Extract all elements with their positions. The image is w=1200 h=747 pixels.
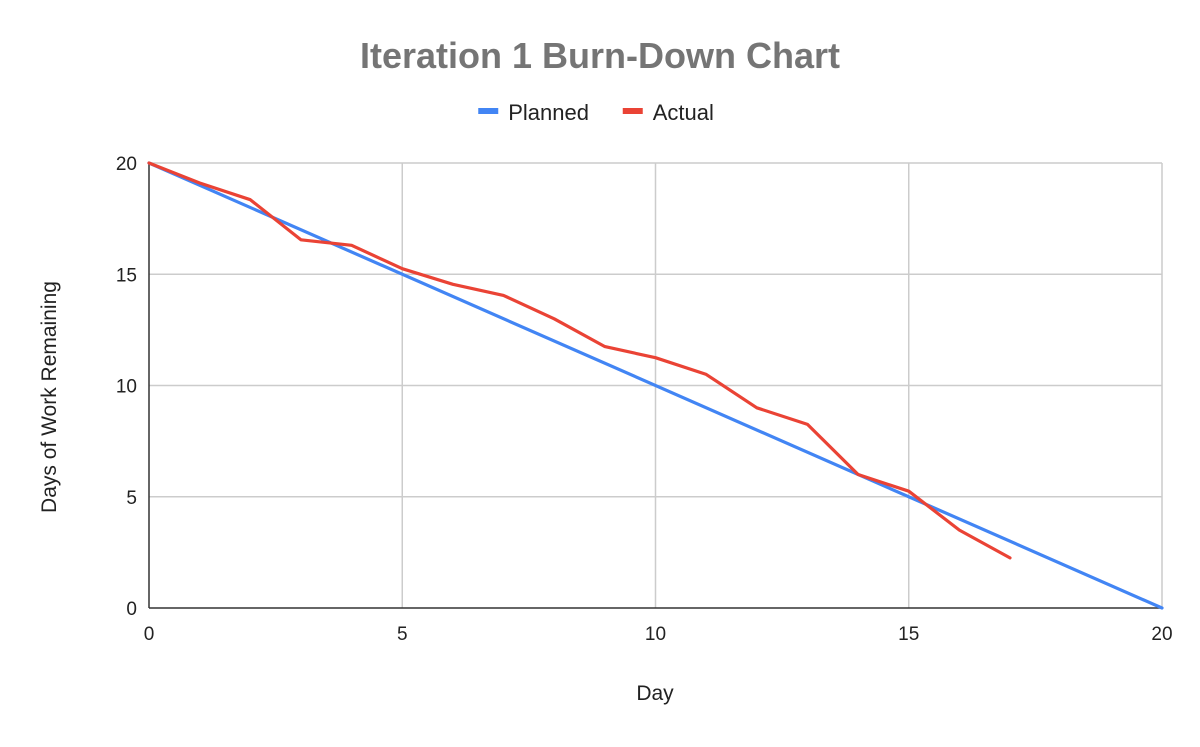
axes — [148, 163, 1162, 609]
series-line-actual — [147, 161, 1012, 560]
x-axis-label: Day — [636, 682, 674, 705]
x-tick-label: 15 — [898, 624, 919, 645]
legend-label: Planned — [508, 100, 589, 125]
legend-swatch — [622, 108, 643, 114]
x-tick-label: 0 — [144, 624, 155, 645]
x-tick-label: 5 — [397, 624, 408, 645]
y-tick-label: 5 — [126, 488, 137, 509]
y-tick-label: 10 — [116, 377, 137, 398]
y-axis-label: Days of Work Remaining — [38, 281, 61, 513]
legend-item-actual: Actual — [622, 100, 714, 125]
legend-item-planned: Planned — [478, 100, 589, 125]
y-tick-label: 0 — [126, 599, 137, 620]
legend-label: Actual — [653, 100, 714, 125]
legend-swatch — [478, 108, 499, 114]
series-line-planned — [147, 161, 1164, 610]
y-tick-label: 20 — [116, 154, 137, 175]
x-tick-label: 20 — [1151, 624, 1172, 645]
y-tick-label: 15 — [116, 265, 137, 286]
chart-title: Iteration 1 Burn-Down Chart — [360, 35, 840, 76]
x-tick-label: 10 — [645, 624, 666, 645]
series-lines — [147, 161, 1164, 610]
tick-labels: 0 5 10 15 20 0 5 10 15 20 — [116, 154, 1173, 645]
legend: Planned Actual — [478, 100, 714, 125]
